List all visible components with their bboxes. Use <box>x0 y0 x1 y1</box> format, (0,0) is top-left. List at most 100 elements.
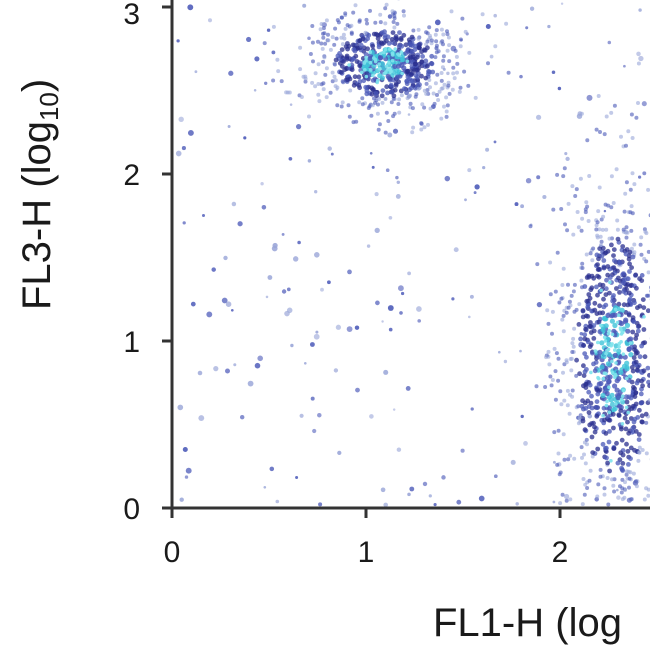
scatter-point-background <box>409 486 415 492</box>
scatter-point-population-2 <box>580 308 586 313</box>
scatter-point-population-2 <box>628 456 633 461</box>
scatter-point-background <box>536 175 541 180</box>
scatter-point-population-core <box>371 73 375 78</box>
scatter-point-population-2 <box>637 445 642 450</box>
scatter-point-population-1 <box>343 26 348 31</box>
scatter-point-background <box>190 301 196 307</box>
scatter-point-population-2 <box>576 421 581 426</box>
scatter-point-population-1 <box>378 12 383 17</box>
scatter-point-population-2 <box>629 265 634 270</box>
scatter-point-background <box>467 315 471 319</box>
scatter-point-background <box>261 205 267 210</box>
scatter-point-population-1 <box>310 80 315 85</box>
scatter-point-population-1 <box>351 10 356 15</box>
scatter-point-population-2 <box>570 350 575 354</box>
scatter-point-population-2 <box>545 308 550 313</box>
scatter-point-population-2 <box>607 374 613 380</box>
scatter-point-background <box>387 132 393 138</box>
scatter-point-population-1 <box>466 83 471 88</box>
scatter-point-population-2 <box>626 129 631 134</box>
scatter-point-population-2 <box>568 497 573 502</box>
scatter-point-population-2 <box>642 354 648 360</box>
scatter-point-population-1 <box>347 76 353 82</box>
scatter-point-population-2 <box>598 234 603 239</box>
scatter-point-population-2 <box>639 343 644 349</box>
scatter-point-population-2 <box>543 385 548 389</box>
scatter-point-background <box>638 175 642 179</box>
scatter-point-population-1 <box>321 87 326 92</box>
scatter-point-population-1 <box>405 74 411 80</box>
scatter-point-population-1 <box>310 40 315 45</box>
scatter-point-population-core <box>601 376 606 381</box>
scatter-point-population-2 <box>595 220 600 225</box>
scatter-point-population-2 <box>560 492 565 497</box>
scatter-point-background <box>469 294 474 299</box>
scatter-point-population-2 <box>631 384 636 390</box>
scatter-point-population-2 <box>567 299 572 304</box>
scatter-point-population-1 <box>378 40 384 46</box>
scatter-point-population-2 <box>599 253 605 259</box>
scatter-point-population-1 <box>352 74 358 80</box>
scatter-point-background <box>333 368 339 373</box>
scatter-point-population-1 <box>440 65 445 70</box>
scatter-point-background <box>295 475 299 480</box>
scatter-point-population-2 <box>624 366 630 372</box>
scatter-point-population-2 <box>568 453 573 458</box>
scatter-point-population-2 <box>611 425 616 431</box>
scatter-point-population-2 <box>544 355 549 360</box>
scatter-point-population-1 <box>342 36 347 41</box>
scatter-point-population-2 <box>604 445 609 451</box>
scatter-point-background <box>243 136 247 140</box>
scatter-point-population-1 <box>457 89 462 94</box>
scatter-point-population-2 <box>551 207 556 212</box>
scatter-point-population-1 <box>342 67 348 73</box>
scatter-point-population-2 <box>560 283 565 287</box>
scatter-point-population-2 <box>636 432 642 437</box>
scatter-point-population-2 <box>630 171 635 176</box>
scatter-point-population-2 <box>608 397 614 403</box>
scatter-point-population-1 <box>416 27 421 32</box>
scatter-point-population-1 <box>383 6 388 11</box>
scatter-point-background <box>551 70 556 75</box>
scatter-point-population-2 <box>646 493 650 498</box>
scatter-point-population-2 <box>609 392 615 398</box>
scatter-point-population-2 <box>568 392 572 397</box>
scatter-point-background <box>388 215 393 220</box>
scatter-point-background <box>636 51 641 57</box>
scatter-point-population-2 <box>620 486 625 491</box>
scatter-point-population-2 <box>550 331 554 336</box>
scatter-point-population-1 <box>447 91 452 96</box>
scatter-point-population-1 <box>440 39 445 44</box>
scatter-point-background <box>514 202 519 207</box>
scatter-point-population-2 <box>638 400 644 406</box>
scatter-point-population-2 <box>636 323 642 329</box>
scatter-point-population-2 <box>623 191 628 196</box>
scatter-point-population-1 <box>378 55 384 61</box>
scatter-point-population-1 <box>364 17 369 22</box>
scatter-point-population-2 <box>618 408 624 413</box>
scatter-point-population-2 <box>628 352 634 358</box>
scatter-point-population-1 <box>310 24 315 28</box>
scatter-point-population-2 <box>580 285 584 290</box>
scatter-point-background <box>299 413 304 418</box>
scatter-point-population-2 <box>630 254 636 260</box>
scatter-point-population-2 <box>597 349 603 355</box>
scatter-point-population-1 <box>316 62 321 67</box>
scatter-point-population-1 <box>427 33 432 38</box>
x-axis-ticks: 0 1 2 <box>164 508 568 569</box>
scatter-point-population-2 <box>583 210 588 215</box>
scatter-point-population-1 <box>394 36 400 42</box>
scatter-point-population-1 <box>326 38 331 43</box>
scatter-point-population-2 <box>592 307 598 313</box>
scatter-point-population-1 <box>441 58 446 63</box>
scatter-point-population-2 <box>570 388 575 393</box>
scatter-point-background <box>615 488 619 492</box>
scatter-point-background <box>552 460 556 464</box>
scatter-point-population-1 <box>313 71 318 76</box>
scatter-point-population-core <box>589 370 593 375</box>
scatter-point-population-1 <box>351 47 357 52</box>
scatter-point-population-1 <box>428 106 433 111</box>
scatter-point-population-core <box>613 348 617 352</box>
scatter-point-background <box>230 308 234 312</box>
